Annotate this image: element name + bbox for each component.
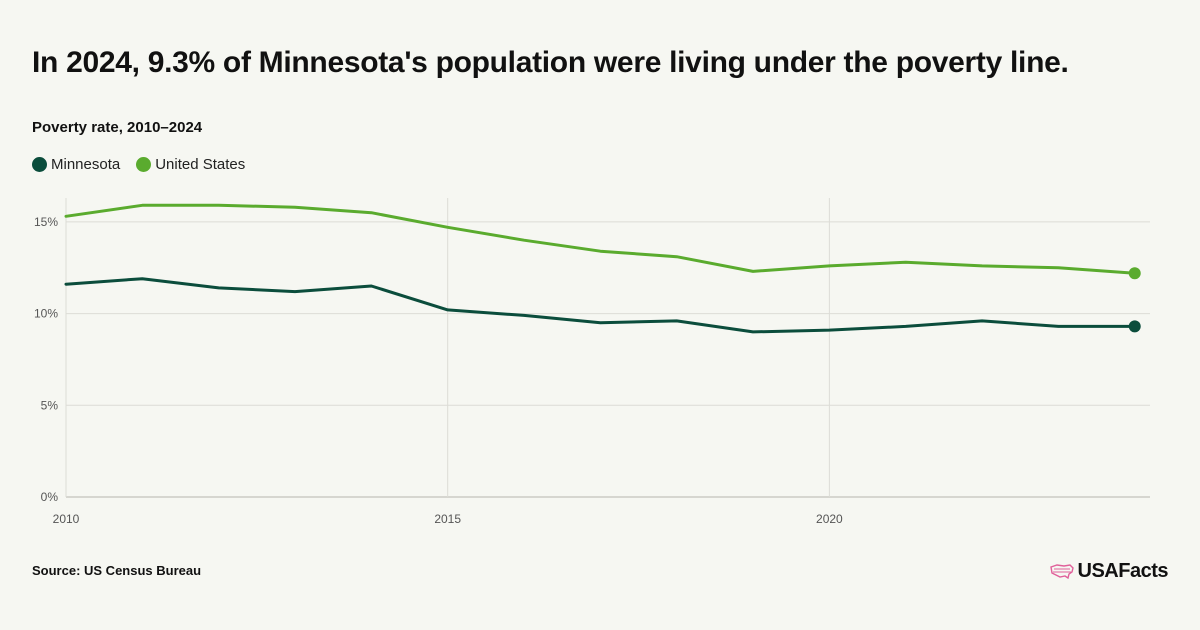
legend: Minnesota United States: [32, 156, 261, 173]
y-tick-label: 10%: [34, 307, 58, 321]
y-tick-label: 15%: [34, 215, 58, 229]
legend-swatch-minnesota: [32, 157, 47, 172]
y-tick-label: 0%: [41, 490, 59, 504]
y-tick-label: 5%: [41, 398, 59, 412]
legend-label-united-states: United States: [155, 156, 246, 173]
legend-swatch-united-states: [136, 157, 152, 172]
chart-subtitle: Poverty rate, 2010–2024: [32, 119, 203, 136]
legend-item-united-states: United States: [136, 156, 245, 173]
series-line-minnesota: [64, 277, 1137, 334]
end-marker-minnesota: [1128, 320, 1141, 333]
brand-name: USAFacts: [1077, 560, 1169, 582]
series-line-united-states: [64, 203, 1137, 275]
source-note: Source: US Census Bureau: [32, 563, 202, 578]
chart-title: In 2024, 9.3% of Minnesota's population …: [32, 46, 1069, 79]
x-tick-label: 2020: [816, 512, 843, 526]
legend-item-minnesota: Minnesota: [32, 156, 120, 173]
brand-logo: USAFacts: [1049, 560, 1169, 583]
x-tick-label: 2010: [53, 512, 80, 526]
end-marker-united-states: [1128, 267, 1141, 280]
us-map-icon: [1049, 563, 1074, 579]
x-tick-label: 2015: [434, 512, 461, 526]
legend-label-minnesota: Minnesota: [51, 156, 121, 173]
